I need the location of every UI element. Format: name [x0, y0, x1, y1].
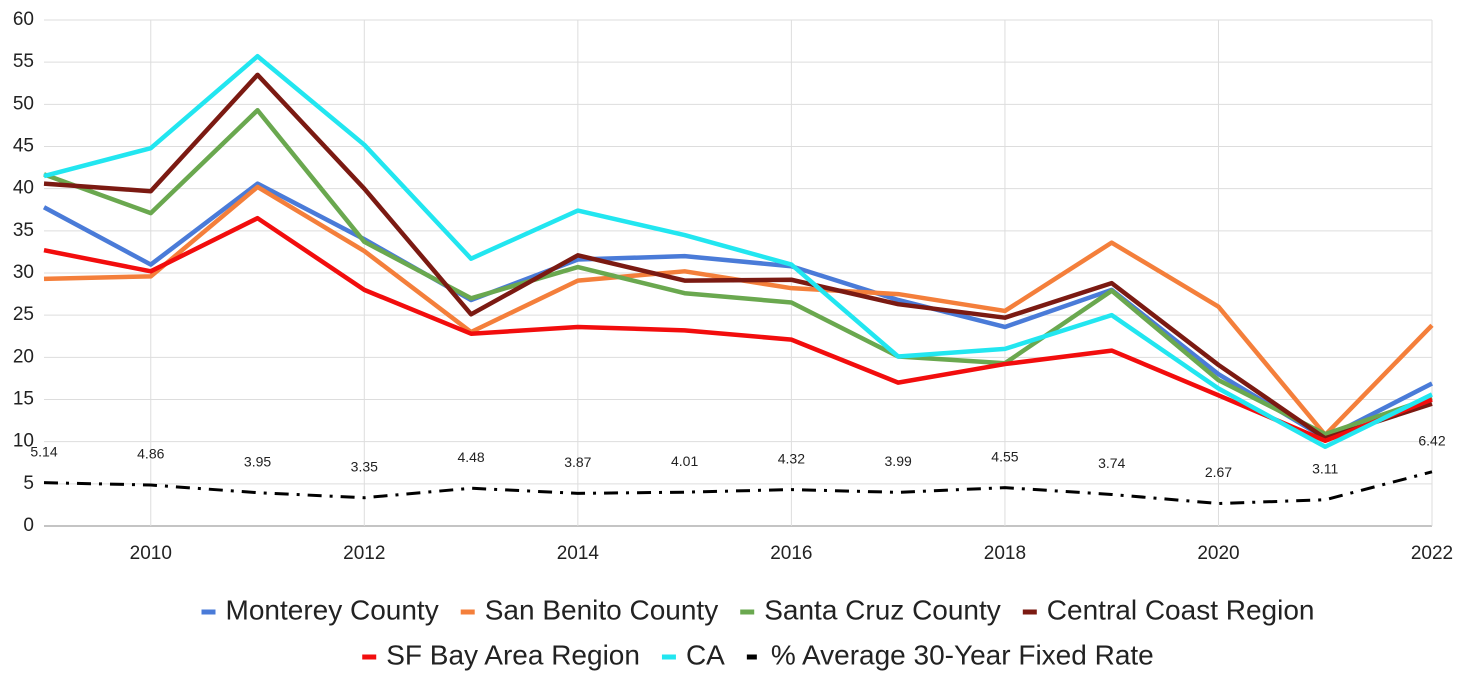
y-tick-label: 20 — [13, 346, 34, 367]
legend-label: CA — [686, 639, 725, 670]
data-label: 3.74 — [1098, 455, 1125, 471]
data-label: 4.86 — [137, 446, 164, 462]
x-tick-label: 2016 — [770, 543, 812, 564]
y-tick-label: 60 — [13, 9, 34, 30]
series-line — [43, 107, 1433, 437]
y-tick-label: 40 — [13, 178, 34, 199]
legend-label: San Benito County — [485, 594, 719, 625]
data-label: 4.32 — [778, 450, 805, 466]
legend-label: Monterey County — [226, 594, 439, 625]
series-line — [43, 54, 1433, 449]
y-tick-label: 5 — [23, 473, 34, 494]
legend-label: Central Coast Region — [1047, 594, 1315, 625]
data-label: 3.11 — [1312, 460, 1338, 476]
x-tick-label: 2012 — [343, 543, 385, 564]
data-label: 3.35 — [351, 458, 378, 474]
y-tick-label: 10 — [13, 431, 34, 452]
data-label: 2.67 — [1205, 464, 1232, 480]
x-tick-label: 2022 — [1411, 543, 1453, 564]
data-label: 4.55 — [991, 448, 1018, 464]
x-tick-label: 2020 — [1197, 543, 1239, 564]
x-tick-label: 2010 — [130, 543, 172, 564]
series-line — [42, 181, 1434, 441]
y-tick-label: 0 — [23, 515, 34, 536]
data-label: 5.14 — [30, 443, 57, 459]
data-label: 3.95 — [244, 453, 271, 469]
y-tick-label: 25 — [13, 304, 34, 325]
data-label: 6.42 — [1418, 433, 1445, 449]
series-line — [43, 470, 1433, 505]
data-label: 3.87 — [564, 454, 591, 470]
y-tick-label: 50 — [13, 93, 34, 114]
series-line — [43, 72, 1433, 441]
legend-label: % Average 30-Year Fixed Rate — [771, 639, 1154, 670]
data-label: 4.48 — [457, 449, 484, 465]
y-tick-label: 45 — [13, 136, 34, 157]
x-tick-label: 2014 — [557, 543, 600, 564]
x-tick-label: 2018 — [984, 543, 1026, 564]
data-label: 3.99 — [885, 453, 912, 469]
y-tick-label: 30 — [13, 262, 34, 283]
y-tick-label: 15 — [13, 389, 34, 410]
y-tick-label: 55 — [13, 51, 34, 72]
series-line — [43, 215, 1433, 444]
legend-label: SF Bay Area Region — [386, 639, 640, 670]
y-tick-label: 35 — [13, 220, 34, 241]
data-label: 4.01 — [671, 453, 698, 469]
legend-label: Santa Cruz County — [764, 594, 1001, 625]
